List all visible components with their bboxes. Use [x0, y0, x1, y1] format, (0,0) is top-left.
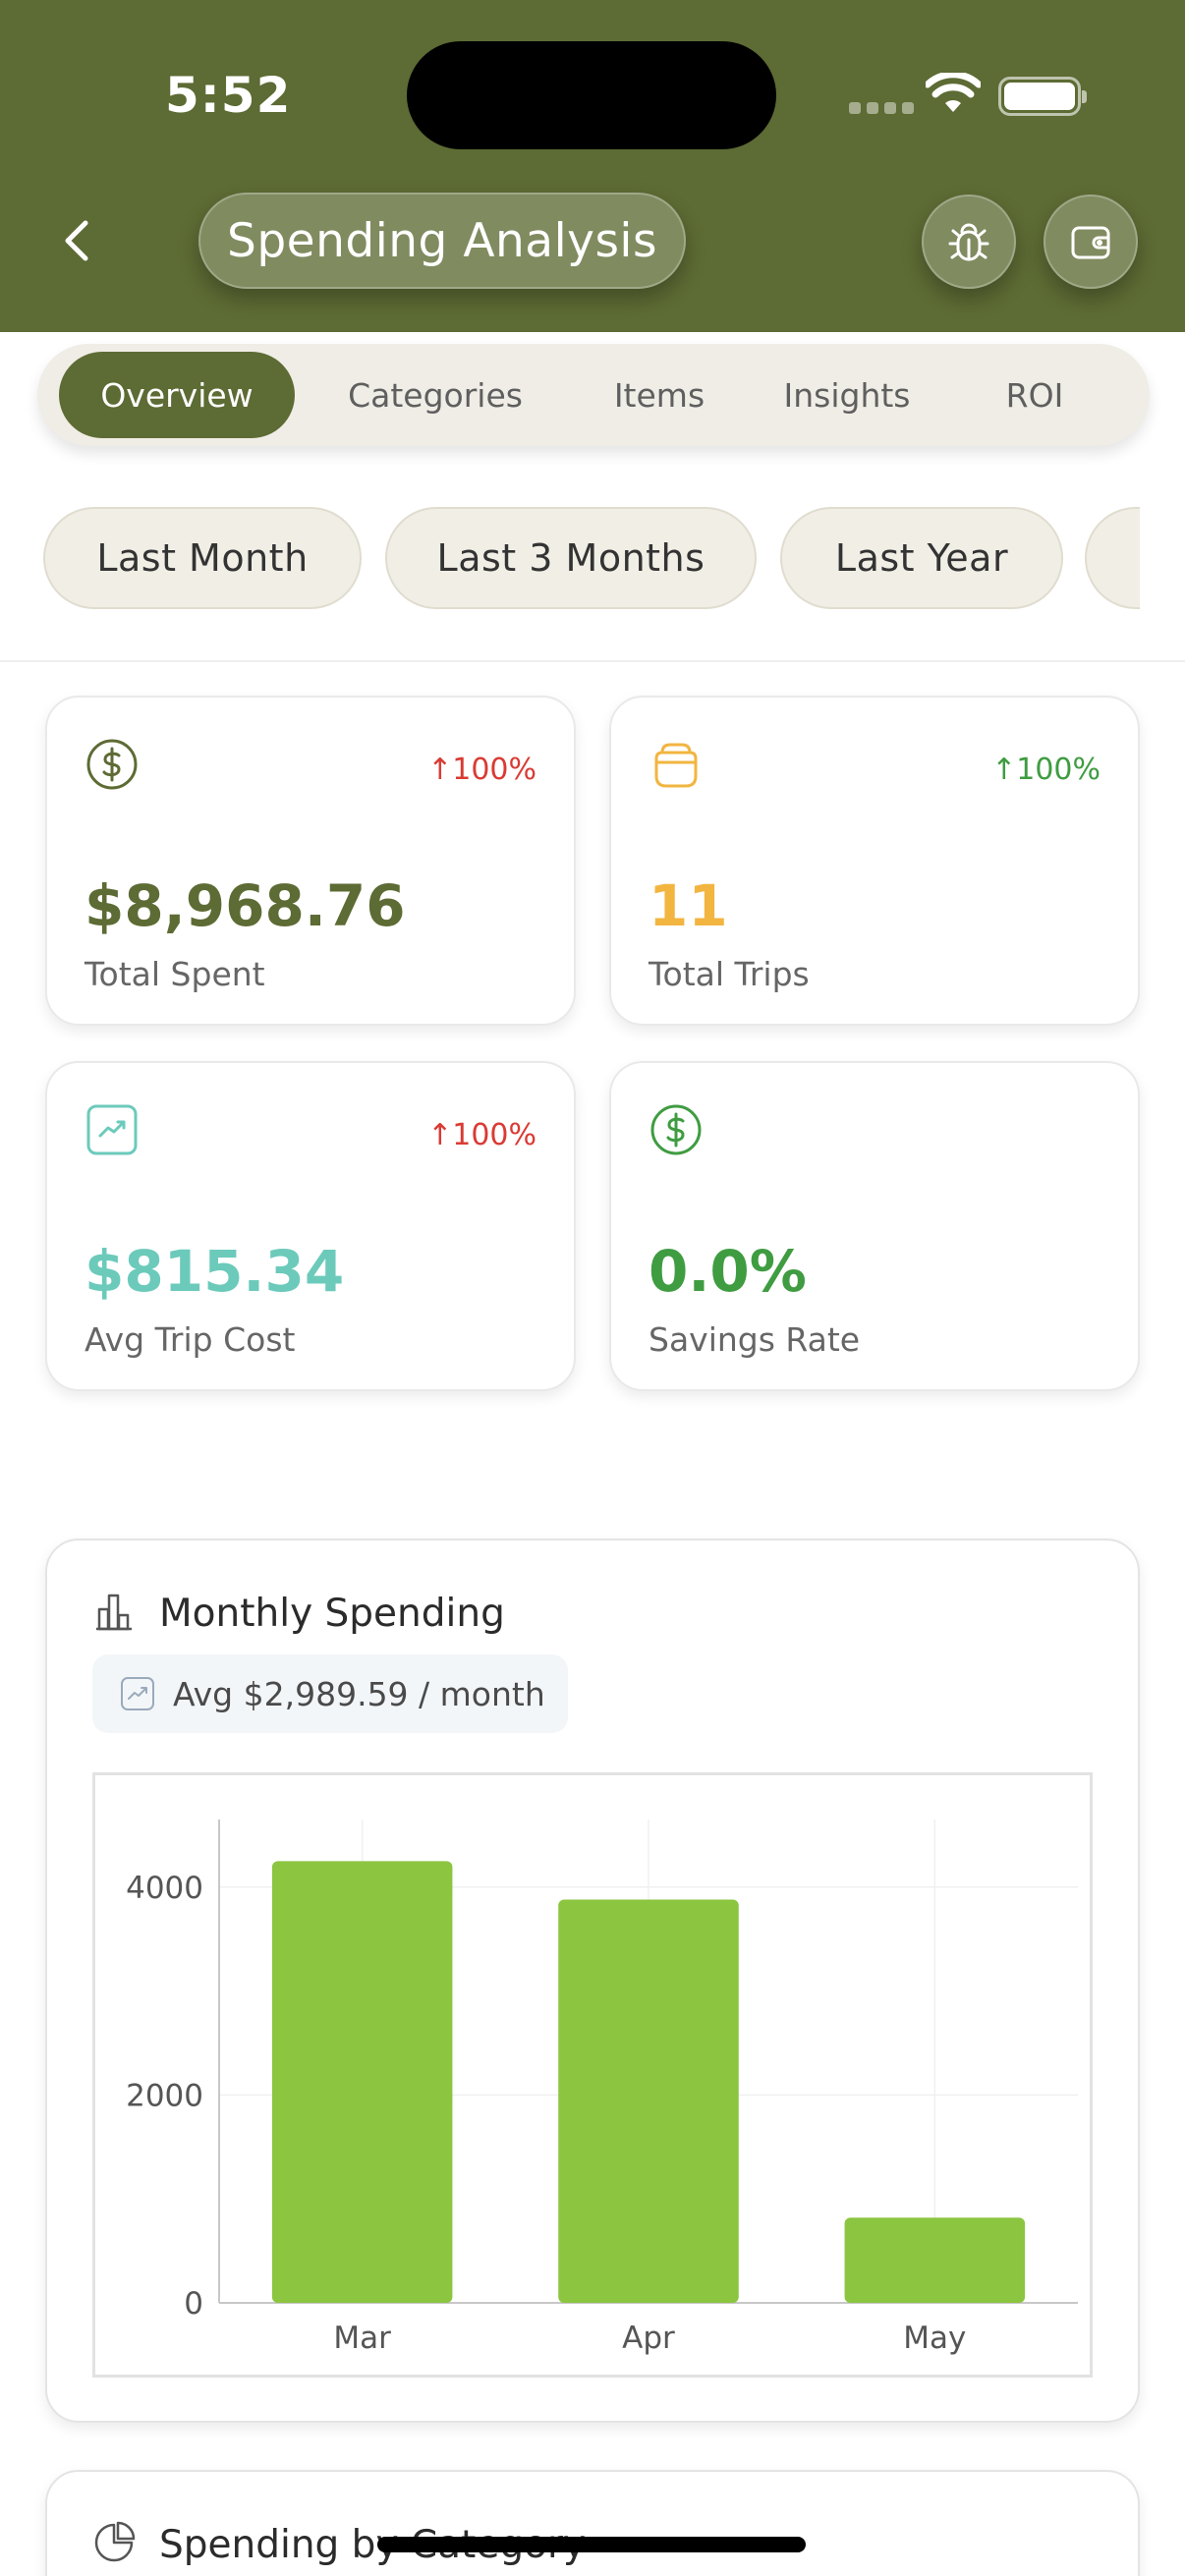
- tab-overview[interactable]: Overview: [59, 352, 295, 438]
- bar-chart-icon: [96, 1594, 132, 1631]
- basket-icon: [654, 743, 698, 788]
- period-chip-last-3-months[interactable]: Last 3 Months: [385, 507, 757, 609]
- stat-value: $815.34: [85, 1238, 345, 1305]
- dollar-circle-icon: [86, 739, 138, 790]
- wallet-button[interactable]: [1044, 195, 1138, 289]
- trend-up-icon: [86, 1104, 138, 1155]
- stat-label: Total Spent: [85, 955, 265, 993]
- section-tabs: Overview Categories Items Insights ROI: [37, 344, 1150, 446]
- pie-chart-icon: [94, 2521, 136, 2562]
- home-indicator: [377, 2537, 806, 2552]
- debug-button[interactable]: [922, 195, 1016, 289]
- bug-icon: [948, 223, 989, 261]
- back-button[interactable]: [49, 208, 104, 273]
- stat-card-total-spent: ↑100% $8,968.76 Total Spent: [45, 696, 576, 1026]
- wifi-icon: [926, 73, 981, 112]
- period-filter: Last Month Last 3 Months Last Year: [43, 507, 1140, 611]
- stat-label: Savings Rate: [649, 1320, 861, 1359]
- divider: [0, 660, 1185, 662]
- status-time: 5:52: [165, 67, 292, 124]
- y-tick-label: 0: [184, 2286, 203, 2322]
- stat-value: $8,968.76: [85, 872, 406, 939]
- page-title: Spending Analysis: [198, 193, 686, 289]
- app-header: 5:52 Spending Analysis: [0, 0, 1185, 332]
- monthly-spending-card: Monthly Spending Avg $2,989.59 / month 0…: [45, 1539, 1140, 2423]
- x-tick-label: May: [903, 2321, 966, 2356]
- period-chip-last-month[interactable]: Last Month: [43, 507, 362, 609]
- chart-plot-area: 0 2000 4000 Mar Apr May: [92, 1772, 1093, 2378]
- average-text: Avg $2,989.59 / month: [173, 1674, 545, 1713]
- spending-by-category-card: Spending by Category: [45, 2470, 1140, 2576]
- chart-title: Monthly Spending: [159, 1592, 505, 1636]
- stat-label: Total Trips: [649, 955, 810, 993]
- stat-value: 0.0%: [649, 1238, 807, 1305]
- cellular-signal-icon: [849, 102, 914, 114]
- stat-card-total-trips: ↑100% 11 Total Trips: [609, 696, 1140, 1026]
- change-badge: ↑100%: [991, 753, 1100, 787]
- dynamic-island: [407, 41, 776, 149]
- tab-roi[interactable]: ROI: [1005, 375, 1064, 415]
- y-tick-label: 2000: [126, 2078, 203, 2113]
- change-badge: ↑100%: [427, 1118, 536, 1152]
- wallet-icon: [1071, 226, 1110, 259]
- bar-may: [844, 2217, 1026, 2303]
- stat-value: 11: [649, 872, 728, 939]
- stat-card-avg-trip-cost: ↑100% $815.34 Avg Trip Cost: [45, 1061, 576, 1391]
- tab-categories[interactable]: Categories: [348, 375, 523, 415]
- change-badge: ↑100%: [427, 753, 536, 787]
- average-badge: Avg $2,989.59 / month: [92, 1654, 568, 1733]
- stat-card-savings-rate: 0.0% Savings Rate: [609, 1061, 1140, 1391]
- chevron-left-icon: [65, 220, 88, 261]
- bar-apr: [558, 1899, 739, 2303]
- bar-mar: [271, 1861, 453, 2303]
- x-tick-label: Mar: [333, 2321, 391, 2356]
- period-chip-overflow[interactable]: [1085, 507, 1140, 609]
- period-chip-last-year[interactable]: Last Year: [780, 507, 1063, 609]
- trend-up-icon: [121, 1677, 154, 1710]
- stat-label: Avg Trip Cost: [85, 1320, 296, 1359]
- x-tick-label: Apr: [622, 2321, 675, 2356]
- y-tick-label: 4000: [126, 1871, 203, 1906]
- tab-items[interactable]: Items: [613, 375, 705, 415]
- monthly-spending-chart: 0 2000 4000 Mar Apr May: [126, 1820, 1078, 2356]
- dollar-circle-icon: [650, 1104, 702, 1155]
- tab-insights[interactable]: Insights: [783, 375, 911, 415]
- battery-icon: [998, 77, 1087, 116]
